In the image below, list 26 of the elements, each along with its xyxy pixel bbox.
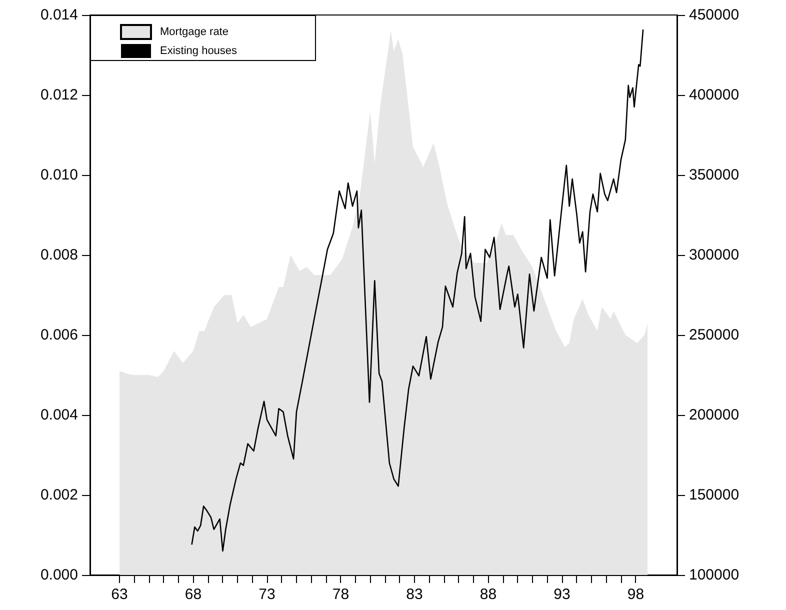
y-tick-label: 0.010 [40,166,78,184]
x-tick-label: 83 [406,586,423,603]
x-tick-label: 98 [627,586,644,603]
y2-tick-label: 200000 [689,406,740,424]
x-tick-label: 93 [554,586,570,603]
y2-tick-label: 150000 [689,486,740,504]
y-tick-label: 0.012 [40,86,78,104]
y2-tick-label: 400000 [689,86,740,104]
y2-tick-label: 250000 [689,326,740,344]
x-tick-label: 63 [111,586,128,603]
x-tick-label: 73 [258,586,276,603]
y2-tick-label: 300000 [689,246,740,264]
y2-tick-label: 100000 [689,566,740,584]
y-tick-label: 0.000 [40,566,78,584]
legend-label: Existing houses [160,45,238,57]
y-tick-label: 0.006 [40,326,78,344]
x-tick-label: 68 [184,586,202,603]
y-tick-label: 0.008 [40,246,78,264]
legend-label: Mortgage rate [160,26,228,38]
y-tick-label: 0.004 [40,406,78,424]
y2-tick-label: 350000 [689,166,740,184]
x-tick-label: 88 [480,586,497,603]
y2-tick-label: 450000 [689,6,740,24]
y-tick-label: 0.014 [40,6,78,24]
y-tick-label: 0.002 [40,486,78,504]
x-tick-label: 78 [332,586,350,603]
